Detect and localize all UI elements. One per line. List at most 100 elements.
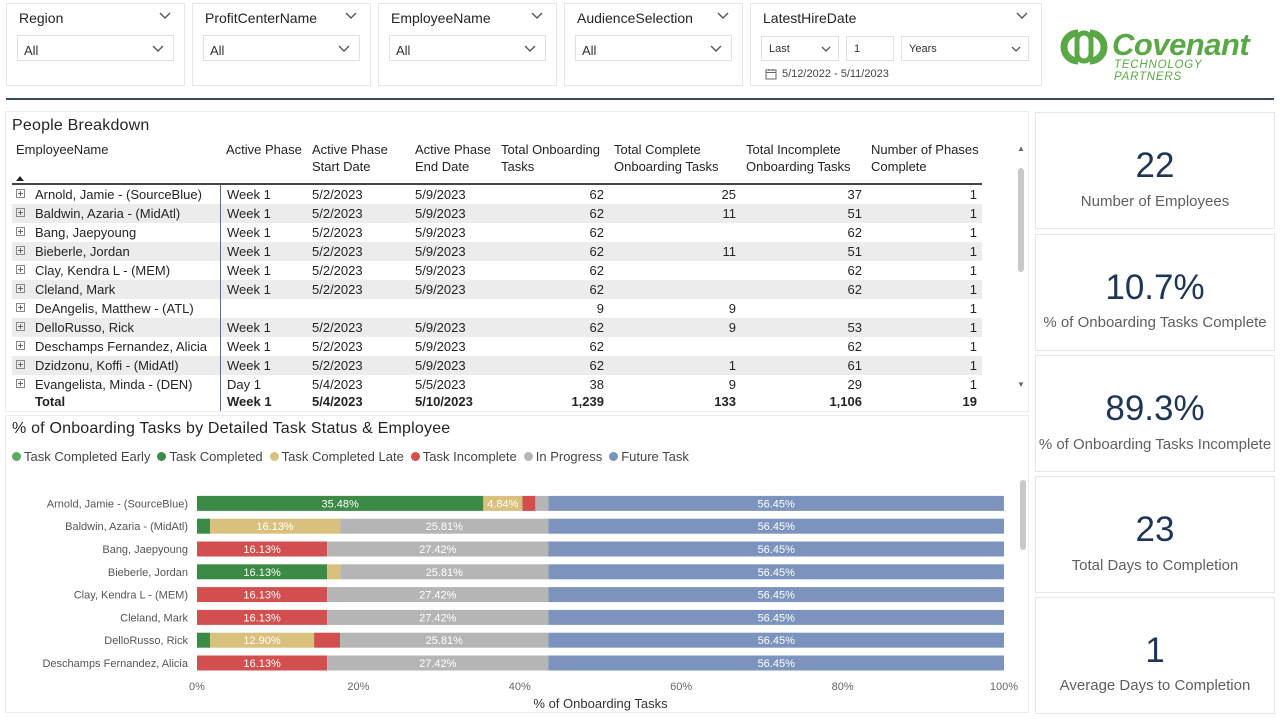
expand-row-icon[interactable] (16, 341, 25, 350)
table-row[interactable]: DelloRusso, Rick Week 1 5/2/2023 5/9/2023 62… (12, 318, 982, 337)
category-label: DelloRusso, Rick (104, 635, 188, 647)
relative-unit-dropdown[interactable]: Years (901, 36, 1029, 61)
audience-selection-dropdown[interactable]: All (575, 35, 732, 61)
bar-segment (197, 495, 484, 511)
region-dropdown[interactable]: All (17, 35, 174, 61)
kpi-value: 23 (1135, 510, 1175, 549)
legend-item[interactable]: Task Incomplete (410, 449, 517, 464)
relative-count-input[interactable]: 1 (846, 36, 894, 61)
table-row[interactable]: Bang, Jaepyoung Week 1 5/2/2023 5/9/2023 62 6… (12, 223, 982, 242)
cell-phases-complete: 1 (969, 339, 977, 354)
cell-incomplete-tasks: 62 (847, 263, 862, 278)
employee-name-value: All (396, 43, 411, 58)
chevron-down-icon[interactable] (530, 9, 544, 23)
chevron-down-icon[interactable] (716, 9, 730, 23)
col-header-employee-name[interactable]: EmployeeName (16, 142, 109, 157)
col-header-start-date[interactable]: Active Phase Start Date (312, 142, 388, 174)
employee-name-slicer[interactable]: EmployeeName All (378, 3, 557, 86)
table-row[interactable]: Arnold, Jamie - (SourceBlue) Week 1 5/2/20… (12, 185, 982, 204)
scroll-up-icon[interactable]: ▲ (1017, 144, 1025, 153)
table-row[interactable]: Clay, Kendra L - (MEM) Week 1 5/2/2023 5/9/… (12, 261, 982, 280)
category-label: Cleland, Mark (120, 612, 188, 624)
kpi-card-employees: 22 Number of Employees (1035, 112, 1275, 229)
sort-ascending-icon[interactable] (16, 176, 24, 181)
legend-item[interactable]: Future Task (609, 449, 689, 464)
expand-row-icon[interactable] (16, 284, 25, 293)
legend-label: Task Completed Early (24, 449, 151, 464)
table-row[interactable]: DeAngelis, Matthew - (ATL) 9 9 1 (12, 299, 982, 318)
col-header-phases-complete[interactable]: Number of Phases Complete (871, 142, 979, 174)
expand-row-icon[interactable] (16, 265, 25, 274)
cell-total-tasks: 62 (589, 244, 604, 259)
chevron-down-icon (338, 45, 350, 52)
x-tick-label: 60% (670, 681, 692, 693)
cell-start-date: 5/2/2023 (312, 358, 363, 373)
legend-item[interactable]: Task Completed (157, 449, 263, 464)
latest-hire-date-slicer[interactable]: LatestHireDate Last 1 Years 5/12/2022 - … (750, 3, 1042, 86)
audience-selection-slicer[interactable]: AudienceSelection All (564, 3, 743, 86)
table-row[interactable]: Baldwin, Azaria - (MidAtl) Week 1 5/2/2023… (12, 204, 982, 223)
table-row[interactable]: Evangelista, Minda - (DEN) Day 1 5/4/2023 5… (12, 375, 982, 394)
cell-total-tasks: 62 (589, 282, 604, 297)
col-header-end-date[interactable]: Active Phase End Date (415, 142, 491, 174)
col-header-complete-tasks[interactable]: Total Complete Onboarding Tasks (614, 142, 719, 174)
relative-mode-value: Last (769, 43, 790, 55)
total-end-date: 5/10/2023 (415, 394, 473, 409)
scroll-down-icon[interactable]: ▼ (1017, 380, 1025, 389)
total-start-date: 5/4/2023 (312, 394, 363, 409)
cell-incomplete-tasks: 51 (847, 244, 862, 259)
col-header-total-tasks[interactable]: Total Onboarding Tasks (501, 142, 601, 174)
data-label: 27.42% (419, 544, 457, 556)
audience-selection-slicer-title: AudienceSelection (577, 10, 693, 26)
cell-active-phase: Week 1 (227, 187, 271, 202)
bar-segment (548, 609, 1004, 625)
bar-segment (327, 564, 341, 580)
table-row[interactable]: Bieberle, Jordan Week 1 5/2/2023 5/9/2023 62… (12, 242, 982, 261)
cell-total-tasks: 62 (589, 206, 604, 221)
cell-incomplete-tasks: 29 (847, 377, 862, 392)
category-label: Baldwin, Azaria - (MidAtl) (65, 521, 188, 533)
header-divider (6, 98, 1274, 100)
cell-employee-name: Evangelista, Minda - (DEN) (35, 377, 193, 392)
chevron-down-icon[interactable] (344, 9, 358, 23)
chevron-down-icon[interactable] (158, 9, 172, 23)
table-scrollbar[interactable]: ▲ ▼ (1017, 142, 1025, 392)
col-header-active-phase[interactable]: Active Phase (226, 142, 302, 157)
employee-name-dropdown[interactable]: All (389, 35, 546, 61)
expand-row-icon[interactable] (16, 379, 25, 388)
table-row[interactable]: Dzidzonu, Koffi - (MidAtl) Week 1 5/2/2023… (12, 356, 982, 375)
legend-label: Task Incomplete (422, 449, 517, 464)
table-scroll-thumb[interactable] (1018, 168, 1024, 272)
expand-row-icon[interactable] (16, 227, 25, 236)
cell-employee-name: DeAngelis, Matthew - (ATL) (35, 301, 194, 316)
profit-center-slicer[interactable]: ProfitCenterName All (192, 3, 371, 86)
cell-end-date: 5/9/2023 (415, 263, 466, 278)
data-label: 56.45% (758, 567, 796, 579)
expand-row-icon[interactable] (16, 322, 25, 331)
data-label: 56.45% (758, 635, 796, 647)
legend-item[interactable]: In Progress (523, 449, 602, 464)
chevron-down-icon (710, 45, 722, 52)
expand-row-icon[interactable] (16, 246, 25, 255)
bar-segment (327, 587, 549, 603)
expand-row-icon[interactable] (16, 303, 25, 312)
cell-total-tasks: 62 (589, 187, 604, 202)
chevron-down-icon (152, 45, 164, 52)
legend-item[interactable]: Task Completed Early (12, 449, 150, 464)
chevron-down-icon[interactable] (1015, 9, 1029, 23)
total-incomplete-tasks: 1,106 (829, 394, 862, 409)
region-slicer[interactable]: Region All (6, 3, 185, 86)
col-header-incomplete-tasks[interactable]: Total Incomplete Onboarding Tasks (746, 142, 851, 174)
bar-segment (197, 655, 328, 671)
relative-mode-dropdown[interactable]: Last (761, 36, 839, 61)
table-row[interactable]: Deschamps Fernandez, Alicia Week 1 5/2/202… (12, 337, 982, 356)
expand-row-icon[interactable] (16, 189, 25, 198)
people-breakdown-table: People Breakdown EmployeeName Active Pha… (5, 111, 1029, 412)
cell-phases-complete: 1 (969, 377, 977, 392)
expand-row-icon[interactable] (16, 208, 25, 217)
legend-item[interactable]: Task Completed Late (269, 449, 404, 464)
expand-row-icon[interactable] (16, 360, 25, 369)
table-row[interactable]: Cleland, Mark Week 1 5/2/2023 5/9/2023 62 62 1 (12, 280, 982, 299)
chart-scroll-thumb[interactable] (1020, 480, 1026, 550)
profit-center-dropdown[interactable]: All (203, 35, 360, 61)
